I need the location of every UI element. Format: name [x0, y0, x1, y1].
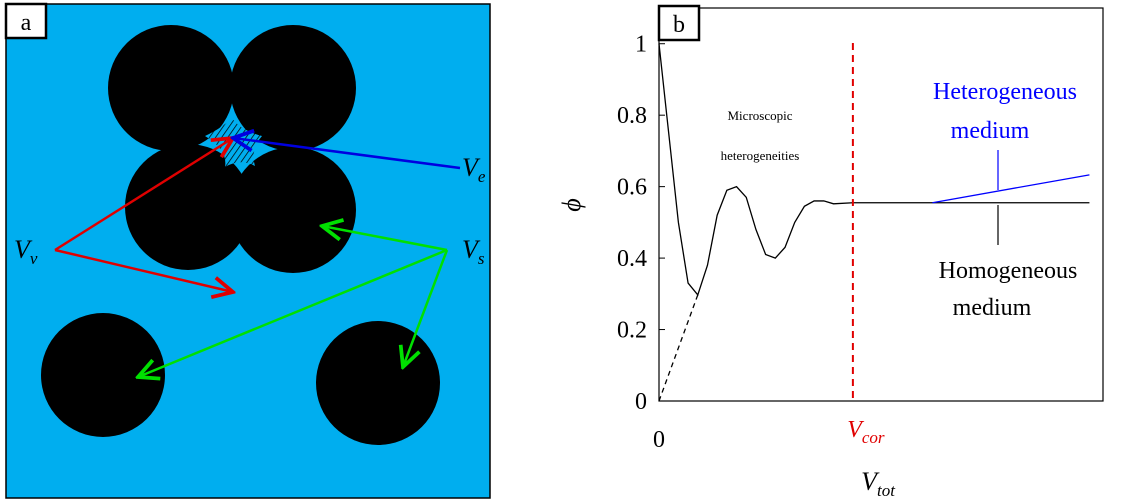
label-sub: tot: [877, 481, 896, 500]
annotation: medium: [953, 295, 1032, 321]
annotation: Homogeneous: [939, 258, 1078, 284]
plot-frame: [659, 8, 1103, 401]
curve: [932, 175, 1089, 203]
annotation: medium: [951, 118, 1030, 144]
y-tick-label: 0.2: [617, 318, 647, 344]
label-sub: e: [478, 167, 486, 186]
panel-b: ϕ Vtot Microscopic heterogeneities Heter…: [557, 6, 1103, 500]
panel-a: a Vv Ve Vs: [6, 4, 490, 498]
figure: a Vv Ve Vs ϕ Vtot Microscopic heterogene…: [0, 0, 1135, 502]
label-sub: cor: [862, 428, 885, 447]
y-tick-label: 0.8: [617, 103, 647, 129]
y-tick-label: 1: [635, 32, 647, 58]
y-tick-label: 0.6: [617, 175, 647, 201]
y-tick-label: 0: [635, 389, 647, 415]
label-sub: v: [30, 249, 38, 268]
panel-label: a: [21, 10, 32, 36]
y-axis-label: ϕ: [557, 198, 586, 211]
label-sub: s: [478, 249, 485, 268]
y-tick-label: 0.4: [617, 246, 647, 272]
panel-label: b: [673, 12, 685, 38]
annotation: Microscopic: [728, 108, 793, 123]
sphere: [316, 321, 440, 445]
x-axis-label: Vtot: [861, 467, 896, 500]
x-tick-label: Vcor: [847, 417, 885, 447]
annotation: heterogeneities: [721, 148, 800, 163]
sphere: [230, 147, 356, 273]
sphere: [41, 313, 165, 437]
curve: [659, 295, 698, 401]
x-tick-label: 0: [653, 427, 665, 453]
annotation: Heterogeneous: [933, 79, 1077, 105]
